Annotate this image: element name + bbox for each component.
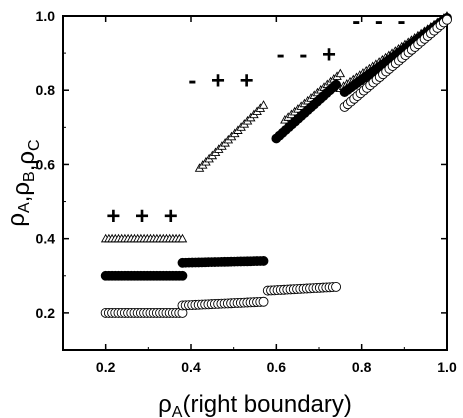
x-tick-label: 0.2: [96, 359, 116, 375]
x-tick-label: 1.0: [437, 359, 457, 375]
x-tick-label: 0.6: [267, 359, 287, 375]
y-tick-label: 0.4: [36, 231, 56, 247]
filled-circle-point: [177, 270, 188, 281]
regime-annotation: - + +: [188, 67, 257, 94]
regime-annotation: - - +: [277, 41, 340, 68]
y-tick-label: 1.0: [36, 8, 56, 24]
triangle-point: [177, 233, 188, 243]
data-marks: [100, 11, 452, 318]
open-circle-point: [258, 296, 269, 307]
x-axis-label: ρA(right boundary): [158, 391, 352, 418]
triangle-point: [258, 100, 269, 109]
ticks: 0.2 0.4 0.6 0.8 1.0 0.2 0.4 0.6 0.8 1.0: [36, 8, 457, 375]
y-tick-label: 0.2: [36, 305, 56, 321]
regime-annotation: - - -: [352, 8, 409, 35]
x-tick-label: 0.4: [181, 359, 201, 375]
regime-annotation: + + +: [106, 203, 181, 230]
open-circle-point: [442, 14, 452, 25]
y-tick-label: 0.8: [36, 82, 56, 98]
triangle-point: [335, 68, 346, 78]
y-tick-label: 0.6: [36, 156, 56, 172]
plot-frame: [62, 15, 448, 351]
annotations: + + + - + + - - + - - -: [106, 8, 409, 230]
axis-labels: ρA(right boundary) ρA,ρB,ρC: [3, 139, 352, 418]
x-tick-label: 0.8: [352, 359, 372, 375]
y-axis-label: ρA,ρB,ρC: [3, 139, 43, 226]
open-circle-point: [331, 281, 342, 292]
filled-circle-point: [258, 256, 269, 266]
filled-circle-point: [331, 79, 341, 90]
